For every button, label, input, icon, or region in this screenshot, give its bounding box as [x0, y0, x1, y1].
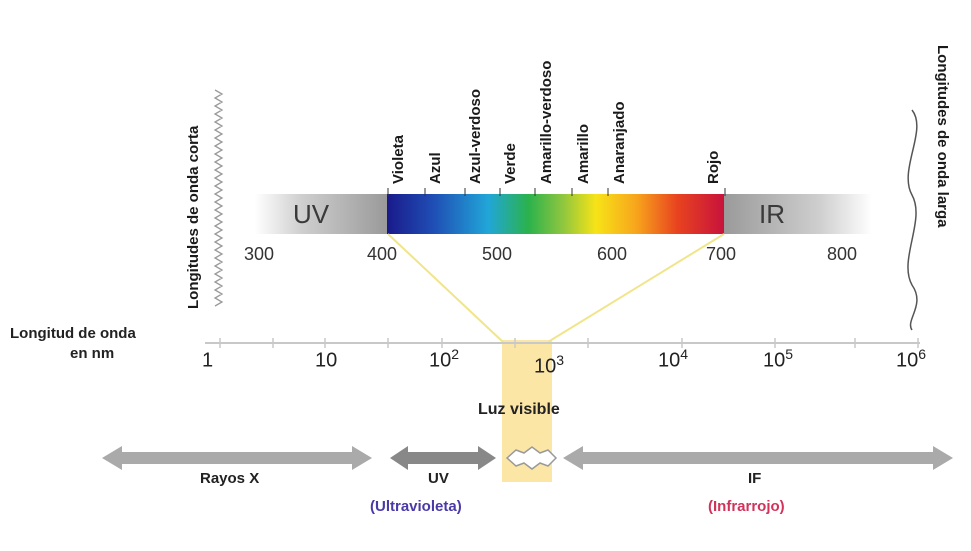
region-if-label: IF: [748, 470, 762, 487]
band-tick-400: 400: [367, 244, 398, 264]
uv-arrow: [390, 446, 496, 470]
visible-light-label: Luz visible: [478, 401, 560, 418]
short-wave-zigzag: [213, 89, 224, 307]
xray-arrow: [102, 446, 372, 470]
uv-band: [255, 194, 387, 234]
band-tick-500: 500: [482, 244, 513, 264]
log-tick-1: 10: [315, 349, 338, 372]
band-tick-800: 800: [827, 244, 858, 264]
band-tick-700: 700: [706, 244, 737, 264]
visible-arrow: [505, 446, 558, 470]
color-label-azul: Azul: [427, 152, 444, 184]
color-label-violeta: Violeta: [390, 135, 407, 184]
ir-arrow: [563, 446, 953, 470]
ir-band: [724, 194, 872, 234]
band-tick-300: 300: [244, 244, 275, 264]
long-wavelengths-label: Longitudes de onda larga: [934, 45, 951, 228]
short-wavelengths-label: Longitudes de onda corta: [185, 125, 202, 309]
log-tick-6: 106: [896, 346, 927, 372]
axis-label-line1: Longitud de onda: [10, 325, 136, 342]
region-if-fullname: (Infrarrojo): [708, 498, 785, 515]
axis-ticks: [219, 338, 919, 348]
visible-guides: [387, 233, 725, 343]
color-label-rojo: Rojo: [705, 150, 722, 184]
color-label-amarillo: Amarillo: [575, 123, 592, 184]
region-uv-label: UV: [428, 470, 449, 487]
color-leaders: [387, 188, 726, 196]
color-label-anaranjado: Anaranjado: [611, 101, 628, 184]
long-wave-curve: [907, 109, 918, 331]
color-label-azul-verdoso: Azul-verdoso: [467, 88, 484, 184]
axis-label-line2: en nm: [70, 345, 115, 362]
color-label-verde: Verde: [502, 143, 519, 184]
log-tick-5: 105: [763, 346, 794, 372]
band-uv-label: UV: [293, 199, 330, 229]
log-tick-3: 103: [534, 352, 565, 378]
region-uv-fullname: (Ultravioleta): [370, 498, 462, 515]
log-tick-2: 102: [429, 346, 460, 372]
band-ir-label: IR: [759, 199, 785, 229]
region-xray-label: Rayos X: [200, 470, 260, 487]
log-tick-4: 104: [658, 346, 689, 372]
log-tick-0: 1: [202, 349, 214, 372]
band-tick-600: 600: [597, 244, 628, 264]
visible-band: [387, 194, 724, 234]
color-label-amarillo-verdoso: Amarillo-verdoso: [538, 60, 555, 184]
